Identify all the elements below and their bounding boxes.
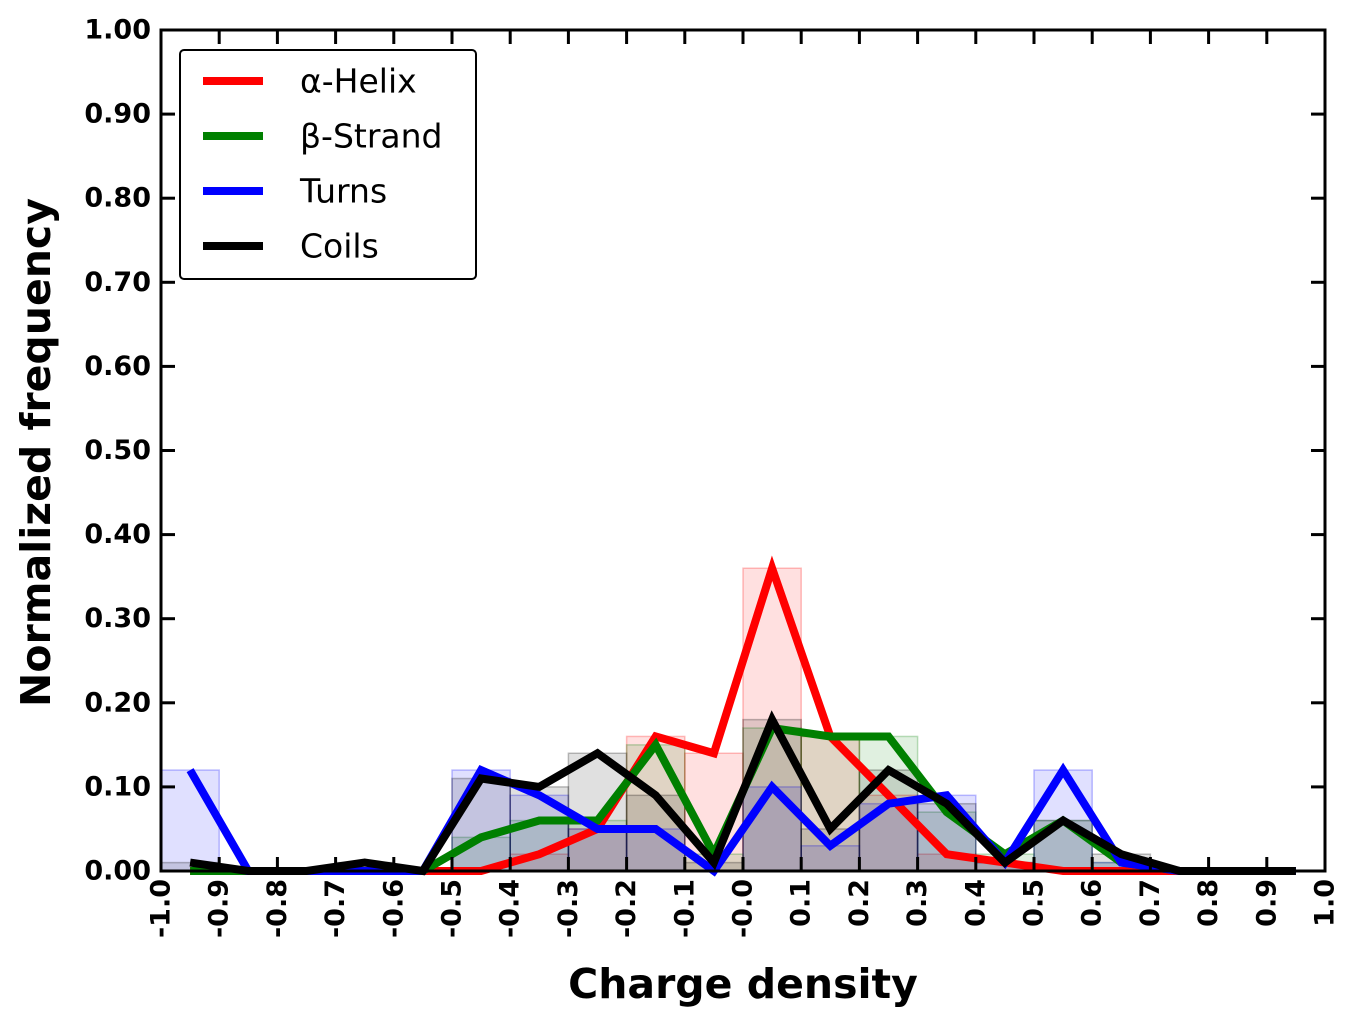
- bar-series-2-bin-5: [451, 769, 511, 872]
- x-tick-labels: -1.0 -0.9 -0.8 -0.7 -0.6 -0.5 -0.4 -0.3 -0.2 -0.1…: [146, 879, 1341, 938]
- y-tick-labels: 0.00 0.10 0.20 0.30 0.40 0.50 0.60 0.70 0.80 0.90…: [84, 15, 151, 887]
- bar-series-2-bin-0: [160, 769, 220, 872]
- legend-label-1: β-Strand: [300, 117, 443, 156]
- x-tick-label: -1.0: [146, 879, 177, 938]
- x-tick-label: 0.5: [1019, 879, 1050, 927]
- series-line-3: [189, 710, 1296, 876]
- y-tick-label: 0.10: [84, 771, 151, 802]
- x-tick-label: 0.8: [1193, 879, 1224, 927]
- x-tick-label: -0.3: [553, 879, 584, 938]
- x-tick-label: 0.2: [844, 879, 875, 927]
- x-tick-label: -0.4: [495, 879, 526, 938]
- legend-label-3: Coils: [300, 227, 379, 266]
- y-tick-label: 0.70: [84, 267, 151, 298]
- y-tick-label: 0.90: [84, 99, 151, 130]
- bar-series-3-bin-10: [742, 718, 802, 872]
- y-axis-title: Normalized frequency: [12, 198, 60, 707]
- x-tick-label: 0.4: [960, 879, 991, 927]
- x-tick-label: 1.0: [1310, 879, 1341, 927]
- y-tick-label: 0.00: [84, 856, 151, 887]
- x-tick-label: 0.1: [786, 879, 817, 927]
- x-tick-label: -0.6: [378, 879, 409, 938]
- x-tick-label: -0.2: [611, 879, 642, 938]
- x-tick-label: 0.9: [1251, 879, 1282, 927]
- y-tick-label: 0.40: [84, 519, 151, 550]
- y-tick-label: 0.60: [84, 351, 151, 382]
- x-tick-label: -0.7: [320, 879, 351, 938]
- y-tick-label: 0.50: [84, 435, 151, 466]
- x-tick-label: 0.6: [1077, 879, 1108, 927]
- x-tick-label: -0.0: [728, 879, 759, 938]
- legend-label-0: α-Helix: [300, 62, 417, 101]
- y-tick-label: 0.30: [84, 603, 151, 634]
- axis-ticks: [159, 28, 1327, 873]
- legend-label-2: Turns: [299, 172, 387, 211]
- x-tick-label: -0.9: [204, 879, 235, 938]
- y-tick-label: 0.80: [84, 183, 151, 214]
- y-tick-label: 1.00: [84, 15, 151, 46]
- x-tick-label: -0.1: [669, 879, 700, 938]
- x-tick-label: -0.5: [437, 879, 468, 938]
- legend: α-Helix β-Strand Turns Coils: [179, 49, 477, 280]
- bar-series-3-bin-5: [451, 777, 511, 872]
- y-tick-label: 0.20: [84, 687, 151, 718]
- x-tick-label: 0.7: [1135, 879, 1166, 927]
- x-axis-title: Charge density: [568, 960, 918, 1008]
- legend-box: [179, 49, 477, 280]
- x-tick-label: -0.8: [262, 879, 293, 938]
- x-tick-label: 0.3: [902, 879, 933, 927]
